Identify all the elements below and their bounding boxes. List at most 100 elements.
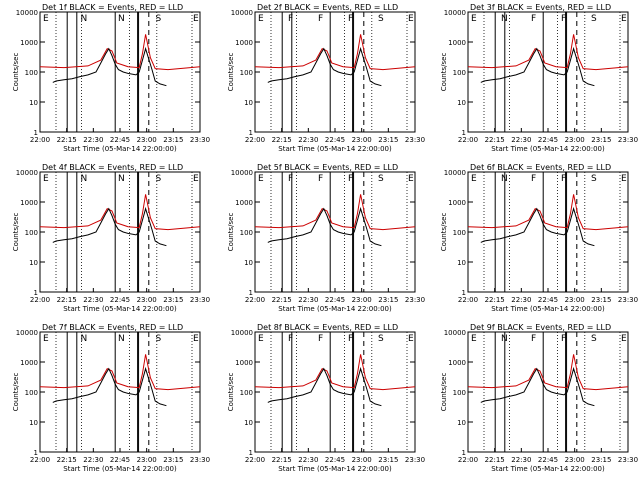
x-tick-label: 22:00: [245, 456, 265, 464]
panel-title: Det 9f BLACK = Events, RED = LLD: [470, 323, 611, 332]
marker-letter: S: [378, 334, 384, 344]
marker-letter: F: [348, 334, 353, 344]
marker-letter: E: [621, 14, 627, 24]
events-series-line: [480, 366, 595, 407]
y-axis-label: Counts/sec: [227, 53, 235, 92]
x-tick-label: 23:15: [378, 456, 398, 464]
marker-letter: E: [408, 334, 414, 344]
x-tick-label: 23:30: [405, 456, 425, 464]
y-tick-label: 100: [240, 69, 253, 77]
panel-7: Det 7f BLACK = Events, RED = LLD E N N S E 1 10…: [12, 323, 210, 473]
plot-frame: [39, 171, 201, 293]
y-axis-label: Counts/sec: [227, 373, 235, 412]
panel-title: Det 1f BLACK = Events, RED = LLD: [42, 3, 183, 12]
y-tick-label: 100: [25, 389, 38, 397]
marker-letter: F: [531, 174, 536, 184]
x-tick-label: 23:15: [163, 456, 183, 464]
x-tick-label: 22:30: [83, 456, 103, 464]
marker-letter: N: [81, 14, 88, 24]
x-tick-label: 23:15: [378, 296, 398, 304]
lld-series-line: [39, 354, 201, 391]
x-tick-label: 23:30: [618, 136, 638, 144]
panel-3: Det 3f BLACK = Events, RED = LLD E N F F S E 1 1…: [440, 3, 638, 153]
y-tick-label: 100: [25, 69, 38, 77]
marker-letter: E: [621, 334, 627, 344]
marker-letter: E: [408, 14, 414, 24]
y-tick-label: 10000: [16, 9, 38, 17]
y-tick-label: 1: [462, 289, 466, 297]
marker-letter: N: [501, 174, 508, 184]
marker-letter: S: [156, 334, 162, 344]
panel-6: Det 6f BLACK = Events, RED = LLD E N F F S E 1 1…: [440, 163, 638, 313]
lld-series-line: [254, 194, 416, 231]
plot-frame: [254, 171, 416, 293]
lld-series-line: [467, 34, 629, 71]
marker-letter: E: [43, 174, 49, 184]
x-tick-label: 23:30: [190, 456, 210, 464]
x-tick-label: 23:30: [618, 456, 638, 464]
marker-letter: N: [81, 334, 88, 344]
y-tick-label: 1: [34, 289, 38, 297]
x-tick-label: 22:15: [272, 456, 292, 464]
x-tick-label: 22:00: [458, 456, 478, 464]
x-tick-label: 23:30: [190, 136, 210, 144]
panel-title: Det 3f BLACK = Events, RED = LLD: [470, 3, 611, 12]
x-tick-label: 22:15: [485, 296, 505, 304]
y-tick-label: 1: [34, 129, 38, 137]
x-tick-label: 23:30: [405, 296, 425, 304]
x-tick-label: 23:00: [352, 296, 372, 304]
x-tick-label: 23:15: [591, 456, 611, 464]
x-tick-label: 23:15: [163, 136, 183, 144]
panel-2: Det 2f BLACK = Events, RED = LLD E F F F S E 1 1…: [227, 3, 425, 153]
y-tick-label: 1000: [20, 199, 38, 207]
y-tick-label: 10000: [231, 329, 253, 337]
marker-letter: S: [378, 174, 384, 184]
y-tick-label: 1000: [20, 39, 38, 47]
y-tick-label: 10: [29, 99, 38, 107]
y-tick-label: 10000: [444, 169, 466, 177]
events-series-line: [480, 206, 595, 247]
marker-letter: N: [118, 14, 125, 24]
panel-1: Det 1f BLACK = Events, RED = LLD E N N S E 1 10…: [12, 3, 210, 153]
marker-letter: S: [591, 174, 597, 184]
x-tick-label: 23:00: [137, 456, 157, 464]
x-tick-label: 23:00: [137, 296, 157, 304]
lld-series-line: [467, 354, 629, 391]
marker-letter: F: [318, 14, 323, 24]
marker-letter: E: [471, 334, 477, 344]
x-tick-label: 22:30: [298, 296, 318, 304]
lld-series-line: [467, 194, 629, 231]
x-tick-label: 23:30: [405, 136, 425, 144]
y-tick-label: 1: [462, 449, 466, 457]
x-axis-label: Start Time (05-Mar-14 22:00:00): [278, 305, 392, 313]
x-tick-label: 22:30: [511, 456, 531, 464]
y-tick-label: 100: [240, 389, 253, 397]
marker-letter: S: [156, 174, 162, 184]
y-axis-label: Counts/sec: [12, 213, 20, 252]
y-tick-label: 10: [457, 259, 466, 267]
marker-letter: E: [258, 334, 264, 344]
marker-letter: E: [193, 14, 199, 24]
x-tick-label: 22:15: [485, 136, 505, 144]
y-tick-label: 10000: [16, 169, 38, 177]
panel-title: Det 6f BLACK = Events, RED = LLD: [470, 163, 611, 172]
marker-letter: F: [561, 174, 566, 184]
marker-letter: E: [258, 14, 264, 24]
marker-letter: N: [81, 174, 88, 184]
y-axis-label: Counts/sec: [440, 213, 448, 252]
plot-frame: [467, 171, 629, 293]
marker-letter: S: [378, 14, 384, 24]
y-tick-label: 10000: [231, 169, 253, 177]
x-tick-label: 22:45: [110, 456, 130, 464]
y-tick-label: 10000: [231, 9, 253, 17]
panel-title: Det 2f BLACK = Events, RED = LLD: [257, 3, 398, 12]
lld-series-line: [39, 194, 201, 231]
plot-frame: [467, 331, 629, 453]
y-tick-label: 10: [244, 419, 253, 427]
x-tick-label: 22:15: [57, 456, 77, 464]
x-axis-label: Start Time (05-Mar-14 22:00:00): [278, 465, 392, 473]
x-tick-label: 22:00: [245, 136, 265, 144]
x-tick-label: 22:00: [30, 296, 50, 304]
marker-letter: E: [408, 174, 414, 184]
events-series-line: [52, 46, 167, 87]
